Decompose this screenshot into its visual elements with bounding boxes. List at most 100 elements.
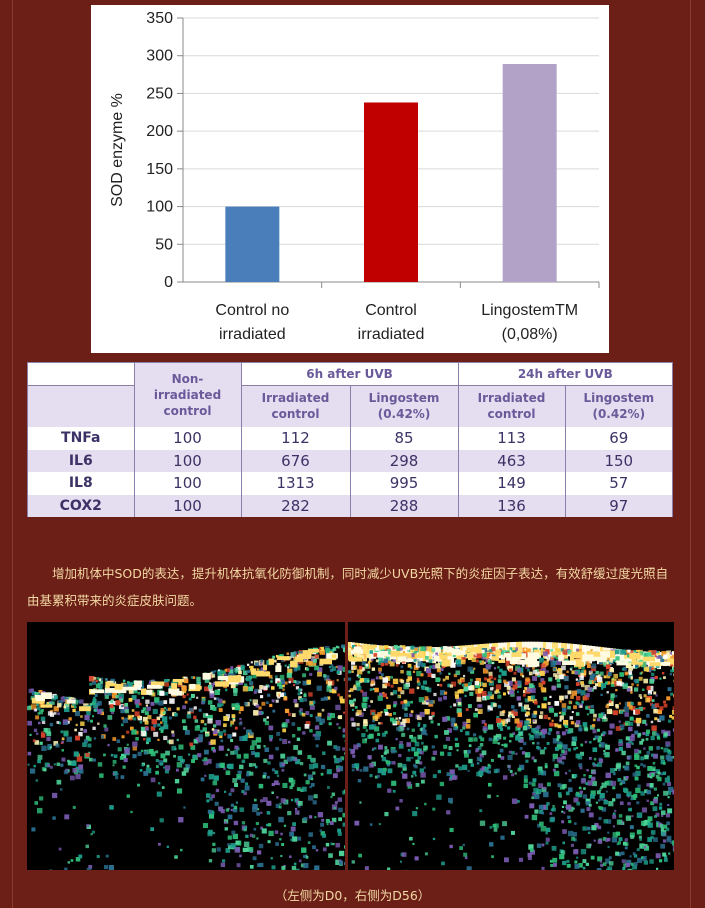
texture-cell xyxy=(654,717,658,721)
texture-cell xyxy=(609,668,614,673)
texture-cell xyxy=(342,822,345,827)
texture-cell xyxy=(424,696,429,701)
texture-cell xyxy=(524,648,527,651)
texture-cell xyxy=(104,694,109,699)
texture-cell xyxy=(638,676,643,681)
texture-cell xyxy=(435,663,441,669)
texture-cell xyxy=(627,654,631,658)
texture-cell xyxy=(559,719,562,722)
texture-cell xyxy=(266,811,271,815)
texture-cell xyxy=(40,731,45,735)
texture-cell xyxy=(309,764,315,770)
texture-cell xyxy=(256,811,260,816)
texture-cell xyxy=(112,759,117,764)
texture-cell xyxy=(487,705,493,711)
texture-cell xyxy=(563,724,567,727)
texture-cell xyxy=(275,842,279,846)
texture-cell xyxy=(103,724,107,728)
texture-cell xyxy=(227,814,233,820)
texture-cell xyxy=(325,819,330,824)
texture-cell xyxy=(337,646,340,649)
texture-cell xyxy=(63,703,70,709)
texture-cell xyxy=(647,837,653,842)
texture-cell xyxy=(467,666,473,672)
texture-cell xyxy=(464,856,468,860)
texture-cell xyxy=(597,856,603,862)
texture-cell xyxy=(648,650,653,655)
texture-cell xyxy=(619,782,623,786)
texture-cell xyxy=(122,717,129,724)
texture-cell xyxy=(658,859,663,863)
texture-cell xyxy=(232,732,237,737)
texture-cluster xyxy=(114,686,127,694)
texture-cell xyxy=(263,718,267,722)
texture-cell xyxy=(662,771,667,775)
texture-cluster xyxy=(570,651,585,659)
texture-cell xyxy=(380,711,383,714)
texture-cell xyxy=(256,850,262,855)
texture-cell xyxy=(493,677,497,681)
texture-cluster xyxy=(506,657,520,661)
texture-cell xyxy=(275,803,280,808)
texture-cell xyxy=(519,746,523,750)
texture-cell xyxy=(218,698,223,704)
texture-cell xyxy=(550,649,554,653)
texture-cell xyxy=(266,775,270,779)
texture-cell xyxy=(348,670,352,674)
texture-cell xyxy=(208,741,213,746)
texture-cell xyxy=(601,687,604,690)
texture-cell xyxy=(456,708,462,714)
texture-cell xyxy=(352,644,356,649)
texture-cell xyxy=(176,707,180,711)
texture-cell xyxy=(547,717,551,720)
texture-cell xyxy=(331,666,337,671)
texture-cell xyxy=(212,780,218,786)
texture-cell xyxy=(361,702,366,707)
texture-cell xyxy=(320,822,325,827)
texture-cell xyxy=(439,781,445,787)
sod-bar-chart: 0 50 100 150 200 250 300 350 Control no irradiate… xyxy=(91,5,609,353)
texture-cell xyxy=(407,676,413,681)
texture-cell xyxy=(328,853,333,858)
texture-cell xyxy=(279,674,285,680)
texture-cell xyxy=(556,734,561,739)
texture-cell xyxy=(497,742,500,745)
texture-cell xyxy=(184,729,190,735)
texture-cell xyxy=(427,672,432,678)
texture-cell xyxy=(630,706,636,711)
texture-cell xyxy=(554,701,560,706)
texture-cell xyxy=(510,830,515,835)
texture-cell xyxy=(171,730,175,734)
texture-cell xyxy=(531,727,536,733)
texture-cell xyxy=(229,724,233,727)
texture-cell xyxy=(268,830,274,837)
texture-cell xyxy=(497,704,502,709)
texture-cell xyxy=(570,721,575,725)
table-cell: 150 xyxy=(564,449,673,472)
texture-cell xyxy=(365,729,368,732)
texture-cell xyxy=(645,729,651,734)
texture-cell xyxy=(664,855,668,859)
texture-cell xyxy=(159,690,165,696)
texture-cell xyxy=(584,685,590,691)
texture-cell xyxy=(249,731,254,736)
texture-cell xyxy=(34,692,40,698)
texture-cell xyxy=(470,763,475,767)
texture-cell xyxy=(662,762,666,765)
texture-cell xyxy=(629,735,635,742)
texture-cell xyxy=(663,790,669,796)
texture-cell xyxy=(362,724,367,729)
texture-cell xyxy=(400,690,405,695)
table-row: IL8 100 1313 995 149 57 xyxy=(28,472,673,495)
texture-cell xyxy=(328,722,332,726)
texture-cell xyxy=(225,848,231,853)
texture-cell xyxy=(168,739,174,745)
texture-cell xyxy=(586,807,591,812)
texture-cell xyxy=(509,647,513,650)
texture-cell xyxy=(592,770,597,775)
texture-cell xyxy=(666,837,671,843)
texture-cell xyxy=(224,790,227,793)
texture-cell xyxy=(364,677,370,683)
texture-cell xyxy=(381,770,386,776)
texture-cell xyxy=(500,649,506,655)
